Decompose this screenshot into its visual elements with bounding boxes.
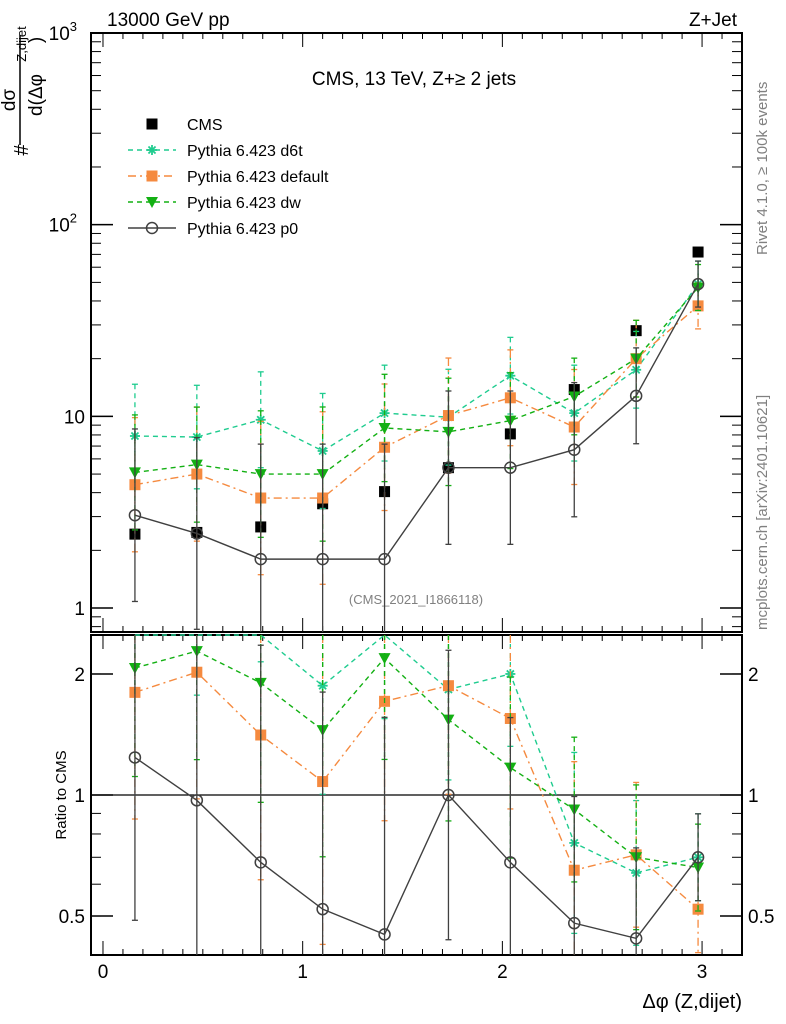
data-point — [378, 928, 391, 941]
data-point — [316, 902, 329, 916]
data-point — [254, 552, 267, 566]
series-pythia-6-423-dw — [128, 635, 705, 931]
data-point — [378, 653, 391, 665]
series-pythia-6-423-default — [129, 282, 704, 585]
data-point — [378, 422, 391, 434]
legend-item-pythia-6-423-d6t: Pythia 6.423 d6t — [128, 143, 303, 160]
plot-frame — [90, 32, 743, 633]
data-point — [317, 680, 328, 691]
y-tick-label: 102 — [49, 211, 77, 237]
series-line — [134, 650, 699, 869]
y-tick-label: 2 — [74, 665, 85, 686]
legend-marker — [146, 197, 158, 208]
data-point — [378, 552, 391, 566]
legend-item-pythia-6-423-p0: Pythia 6.423 p0 — [128, 221, 298, 238]
data-point — [691, 851, 705, 864]
series-pythia-6-423-p0 — [128, 635, 705, 955]
data-point — [442, 788, 455, 802]
svg-text:#: # — [11, 144, 33, 156]
y-tick-label-right: 1 — [748, 786, 759, 807]
x-tick-label: 2 — [497, 962, 508, 983]
x-tick-label: 1 — [297, 962, 308, 983]
ratio-plot-area: 0.5 0.5 1 1 2 2 0 1 2 3 — [59, 634, 774, 983]
data-point — [316, 552, 329, 566]
y-tick-label: 1 — [74, 599, 85, 620]
series-pythia-6-423-p0 — [128, 260, 705, 632]
legend-label: Pythia 6.423 default — [187, 169, 329, 186]
y-tick-label-right: 2 — [748, 665, 759, 686]
data-point — [442, 461, 455, 474]
data-point — [568, 443, 581, 456]
series-line — [134, 671, 699, 910]
legend-marker — [146, 118, 158, 130]
legend-item-cms: CMS — [146, 117, 223, 134]
main-title: CMS, 13 TeV, Z+≥ 2 jets — [312, 69, 516, 90]
watermark: (CMS_2021_I1866118) — [349, 592, 483, 607]
x-axis-label: Δφ (Z,dijet) — [642, 991, 742, 1013]
legend-label: Pythia 6.423 p0 — [187, 221, 298, 238]
series-pythia-6-423-dw — [128, 263, 705, 542]
x-tick-label: 0 — [98, 962, 109, 983]
data-point — [128, 751, 142, 764]
header-left: 13000 GeV pp — [107, 10, 230, 31]
legend-label: Pythia 6.423 d6t — [187, 143, 303, 160]
data-point — [128, 508, 142, 522]
series-pythia-6-423-d6t — [131, 634, 704, 946]
data-point — [190, 794, 204, 807]
side-label-mcplots: mcplots.cern.ch [arXiv:2401.10621] — [754, 395, 771, 630]
side-label-rivet: Rivet 4.1.0, ≥ 100k events — [754, 82, 771, 255]
series-line — [134, 305, 699, 499]
header-right: Z+Jet — [689, 10, 738, 31]
svg-text:Z,dijet: Z,dijet — [14, 26, 29, 62]
series-cms — [129, 246, 704, 540]
series-line — [134, 283, 699, 560]
main-ylabel: # dσ d(Δφ Z,dijet ) — [0, 26, 47, 156]
series-line — [134, 283, 699, 452]
x-tick-label: 3 — [697, 962, 708, 983]
data-point — [629, 389, 643, 403]
series-pythia-6-423-d6t — [129, 260, 704, 510]
svg-text:d(Δφ: d(Δφ — [26, 74, 47, 116]
svg-text:): ) — [26, 37, 47, 43]
y-tick-label: 10 — [64, 407, 85, 428]
series-line — [134, 756, 699, 940]
svg-text:dσ: dσ — [0, 89, 20, 112]
y-tick-label: 103 — [49, 19, 77, 45]
data-point — [692, 246, 704, 258]
y-tick-label-right: 0.5 — [748, 907, 774, 928]
legend-label: CMS — [187, 117, 223, 134]
series-line — [134, 287, 699, 475]
data-point — [504, 856, 517, 869]
legend-item-pythia-6-423-dw: Pythia 6.423 dw — [128, 195, 301, 212]
data-point — [504, 461, 517, 474]
legend-label: Pythia 6.423 dw — [187, 195, 301, 212]
series-line — [134, 634, 699, 874]
legend-marker — [147, 145, 157, 155]
data-point — [629, 932, 643, 945]
legend-marker — [145, 221, 159, 235]
data-point — [190, 527, 204, 540]
y-tick-label: 1 — [74, 786, 85, 807]
main-plot-area: 1 10 102 103 — [49, 19, 743, 633]
legend-item-pythia-6-423-default: Pythia 6.423 default — [128, 169, 329, 186]
y-tick-label: 0.5 — [59, 907, 85, 928]
data-point — [568, 916, 581, 930]
data-point — [691, 277, 705, 291]
ratio-ylabel: Ratio to CMS — [53, 750, 70, 839]
legend: CMS Pythia 6.423 d6t Pythia 6.423 default P… — [128, 117, 329, 238]
legend-marker — [146, 170, 158, 182]
data-point — [254, 856, 267, 869]
